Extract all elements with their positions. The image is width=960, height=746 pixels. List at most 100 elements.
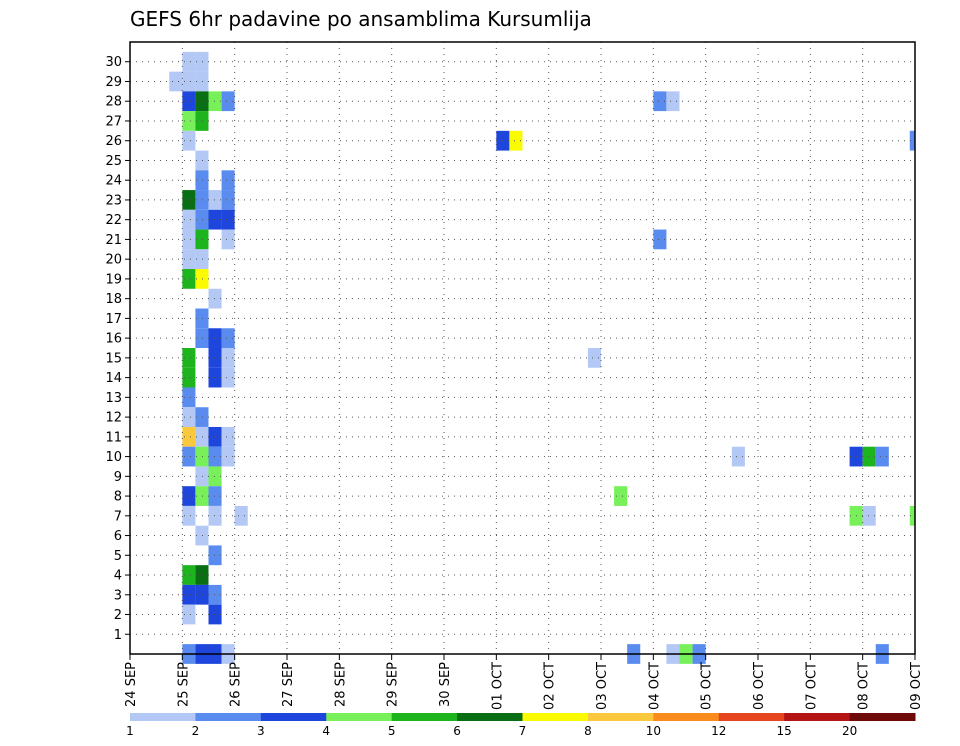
y-tick-label: 23 xyxy=(105,193,122,208)
heatmap-cell xyxy=(182,229,196,250)
heatmap-cell xyxy=(195,91,209,112)
heatmap-cell xyxy=(195,111,209,131)
colorbar-label: 10 xyxy=(646,724,661,738)
heatmap-cell xyxy=(509,130,523,151)
heatmap-cell xyxy=(208,91,222,112)
colorbar-label: 1 xyxy=(126,724,134,738)
heatmap-cell xyxy=(221,91,235,112)
y-tick-label: 18 xyxy=(105,292,122,307)
heatmap-cell xyxy=(195,407,209,427)
x-tick-label: 07 OCT xyxy=(804,662,819,710)
heatmap-cell xyxy=(653,91,667,112)
heatmap-cell xyxy=(195,229,209,250)
colorbar-label: 4 xyxy=(322,724,330,738)
colorbar: 1 2 3 4 5 6 7 8 10 12 15 20 xyxy=(126,713,916,738)
heatmap-cell xyxy=(221,426,235,447)
colorbar-segment xyxy=(718,713,785,721)
heatmap-cell xyxy=(182,190,196,210)
y-tick-label: 27 xyxy=(105,114,122,129)
colorbar-label: 6 xyxy=(453,724,461,738)
x-tick-label: 26 SEP xyxy=(229,662,244,707)
heatmap-cell xyxy=(195,426,209,447)
heatmap-cell xyxy=(182,367,196,388)
heatmap-cell xyxy=(182,446,196,467)
heatmap-cell xyxy=(195,269,209,289)
heatmap-cell xyxy=(221,348,235,368)
heatmap-cell xyxy=(182,565,196,585)
chart-title: GEFS 6hr padavine po ansamblima Kursumli… xyxy=(130,7,592,31)
colorbar-segment xyxy=(587,713,654,721)
heatmap-cell xyxy=(862,505,876,526)
colorbar-segment xyxy=(391,713,458,721)
y-tick-label: 9 xyxy=(114,470,122,485)
heatmap-cell xyxy=(195,71,209,92)
heatmap-cell xyxy=(182,486,196,506)
x-tick-label: 27 SEP xyxy=(281,662,296,707)
colorbar-segment xyxy=(653,713,720,721)
y-tick-label: 3 xyxy=(114,588,122,603)
heatmap-cell xyxy=(221,367,235,388)
y-tick-label: 29 xyxy=(105,75,122,90)
x-tick-label: 30 SEP xyxy=(438,662,453,707)
heatmap-cell xyxy=(208,466,222,487)
y-tick-label: 21 xyxy=(105,233,122,248)
heatmap-cell xyxy=(195,486,209,506)
y-tick-label: 28 xyxy=(105,95,122,110)
heatmap-cell xyxy=(208,190,222,210)
colorbar-segment xyxy=(522,713,589,721)
heatmap-cell xyxy=(182,387,196,408)
plot-frame xyxy=(129,41,916,655)
heatmap-cell xyxy=(195,466,209,487)
heatmap-cell xyxy=(195,150,209,171)
colorbar-segment xyxy=(849,713,916,721)
y-tick-label: 1 xyxy=(114,628,122,643)
heatmap-cell xyxy=(182,71,196,92)
colorbar-segment xyxy=(326,713,393,721)
colorbar-segment xyxy=(195,713,262,721)
heatmap-cell xyxy=(208,348,222,368)
heatmap-cell xyxy=(182,130,196,151)
heatmap-cell xyxy=(587,348,601,368)
y-tick-label: 6 xyxy=(114,529,122,544)
heatmap-cell xyxy=(208,446,222,467)
x-tick-label: 01 OCT xyxy=(490,662,505,710)
heatmap-cell xyxy=(208,209,222,230)
heatmap-cell xyxy=(614,486,628,506)
colorbar-segment xyxy=(260,713,327,721)
y-tick-label: 26 xyxy=(105,134,122,149)
heatmap-cell xyxy=(208,545,222,566)
y-tick-label: 24 xyxy=(105,174,122,189)
y-tick-label: 10 xyxy=(105,450,122,465)
colorbar-segment xyxy=(457,713,523,721)
x-tick-label: 04 OCT xyxy=(647,662,662,710)
heatmap-cell xyxy=(909,130,915,151)
x-tick-label: 08 OCT xyxy=(857,662,872,710)
colorbar-label: 3 xyxy=(257,724,265,738)
grid-lines xyxy=(130,42,915,654)
x-tick-label: 09 OCT xyxy=(909,662,924,710)
heatmap-cell xyxy=(195,190,209,210)
x-tick-label: 25 SEP xyxy=(176,662,191,707)
heatmap-cell xyxy=(182,426,196,447)
heatmap-cell xyxy=(221,328,235,348)
x-axis: 24 SEP 25 SEP 26 SEP 27 SEP 28 SEP 29 SEP 30 S… xyxy=(124,654,924,710)
y-axis: 1234567891011121314151617181920212223242… xyxy=(105,55,130,643)
heatmap-cell xyxy=(195,584,209,605)
y-tick-label: 12 xyxy=(105,411,122,426)
colorbar-label: 2 xyxy=(192,724,200,738)
y-tick-label: 25 xyxy=(105,154,122,169)
heatmap-cell xyxy=(195,209,209,230)
heatmap-cell xyxy=(208,328,222,348)
x-tick-label: 06 OCT xyxy=(752,662,767,710)
y-tick-label: 13 xyxy=(105,391,122,406)
heatmap-cell xyxy=(208,288,222,309)
x-tick-label: 03 OCT xyxy=(595,662,610,710)
y-tick-label: 2 xyxy=(114,608,122,623)
heatmap-cell xyxy=(221,446,235,467)
heatmap-cell xyxy=(221,190,235,210)
heatmap-cell xyxy=(875,446,889,467)
heatmap-cell xyxy=(862,446,876,467)
heatmap-cell xyxy=(208,604,222,625)
y-tick-label: 11 xyxy=(105,430,122,445)
